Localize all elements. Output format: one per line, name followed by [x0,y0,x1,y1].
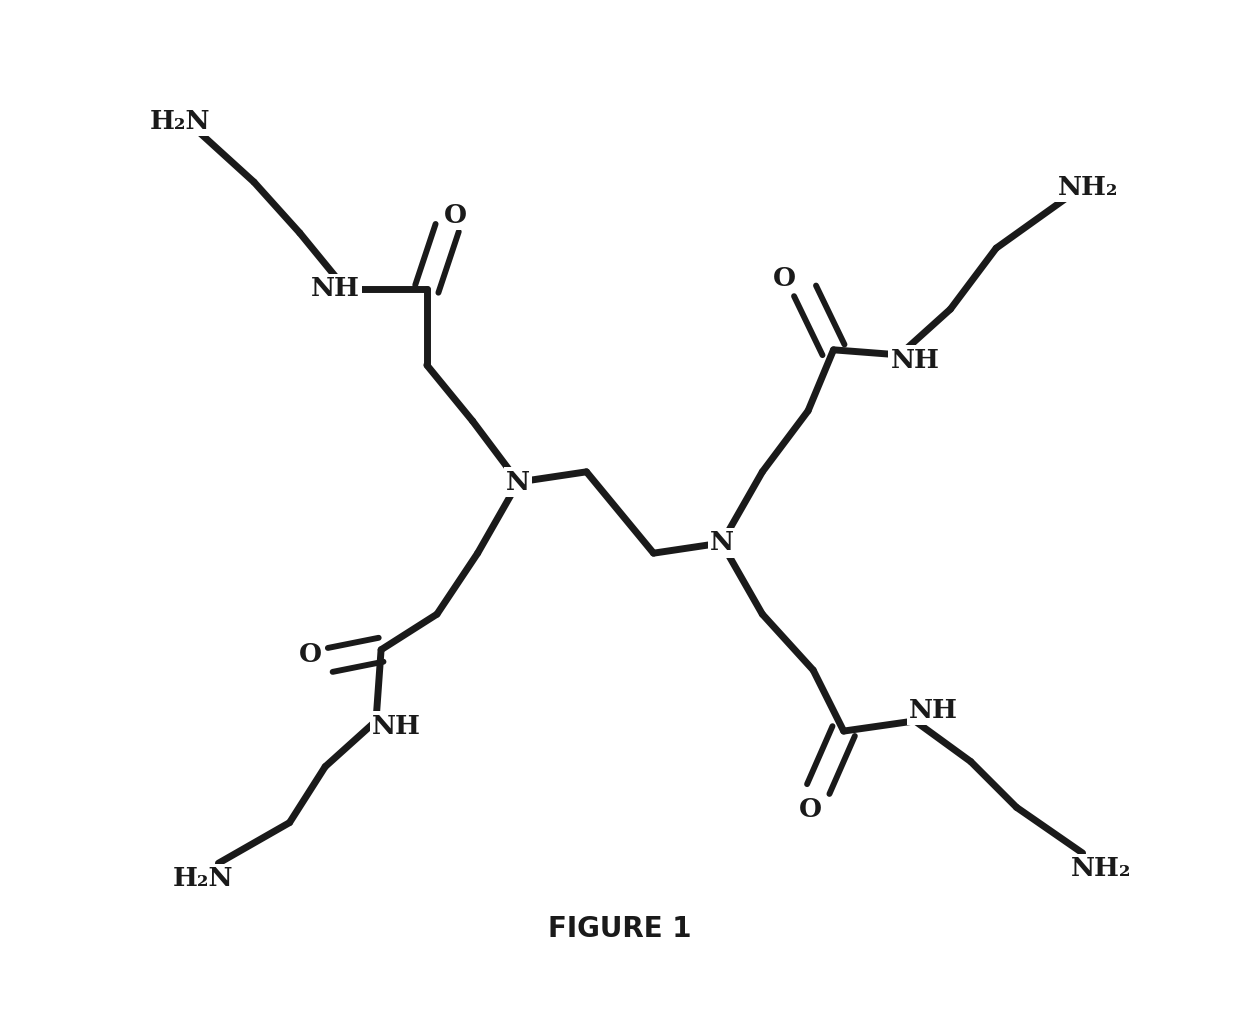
Text: O: O [299,643,321,667]
Text: NH: NH [909,698,957,724]
Text: O: O [799,796,822,822]
Text: NH₂: NH₂ [1070,856,1131,880]
Text: NH: NH [890,347,939,372]
Text: FIGURE 1: FIGURE 1 [548,915,692,943]
Text: H₂N: H₂N [172,866,233,891]
Text: NH: NH [372,713,420,738]
Text: N: N [709,531,734,556]
Text: N: N [506,469,531,494]
Text: H₂N: H₂N [150,109,210,133]
Text: O: O [444,203,466,229]
Text: O: O [774,266,796,291]
Text: NH₂: NH₂ [1058,174,1118,200]
Text: NH: NH [311,277,360,301]
